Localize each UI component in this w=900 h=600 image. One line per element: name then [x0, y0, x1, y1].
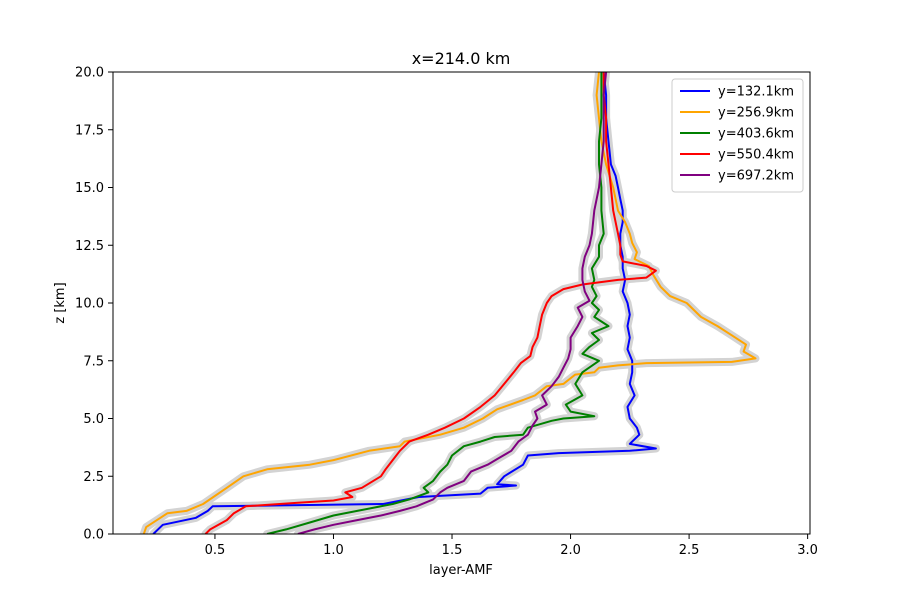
legend-label: y=550.4km	[718, 148, 794, 163]
x-tick-label: 1.5	[442, 543, 463, 558]
legend-label: y=697.2km	[718, 169, 794, 184]
y-tick-label: 15.0	[75, 181, 104, 196]
y-tick-label: 17.5	[75, 123, 104, 138]
line-series-2	[266, 72, 610, 534]
legend-label: y=132.1km	[718, 85, 794, 100]
line-series-4	[297, 72, 608, 534]
y-tick-label: 10.0	[75, 297, 104, 312]
x-axis: 0.5 1.0 1.5 2.0 2.5 3.0	[205, 534, 818, 558]
line-series-3	[204, 72, 657, 534]
line-series-0	[152, 72, 657, 534]
y-tick-label: 2.5	[83, 470, 104, 485]
legend-box	[671, 78, 804, 193]
x-tick-label: 2.0	[560, 543, 581, 558]
x-tick-label: 1.0	[323, 543, 344, 558]
chart-title: x=214.0 km	[412, 49, 511, 68]
legend-label: y=256.9km	[718, 106, 794, 121]
y-axis: 0.0 2.5 5.0 7.5 10.0 12.5 15.0 17.5 20.0	[75, 66, 113, 543]
line-series-1	[142, 72, 757, 534]
x-tick-label: 3.0	[797, 543, 818, 558]
legend-label: y=403.6km	[718, 127, 794, 142]
y-axis-label: z [km]	[53, 282, 68, 323]
y-tick-label: 12.5	[75, 239, 104, 254]
y-tick-label: 7.5	[83, 354, 104, 369]
y-tick-label: 20.0	[75, 66, 104, 81]
y-tick-label: 5.0	[83, 412, 104, 427]
x-axis-label: layer-AMF	[429, 563, 493, 578]
series-lines	[142, 72, 757, 534]
x-tick-label: 0.5	[205, 543, 226, 558]
legend: y=132.1km y=256.9km y=403.6km y=550.4km y=69…	[671, 78, 804, 193]
y-tick-label: 0.0	[83, 528, 104, 543]
x-tick-label: 2.5	[679, 543, 700, 558]
